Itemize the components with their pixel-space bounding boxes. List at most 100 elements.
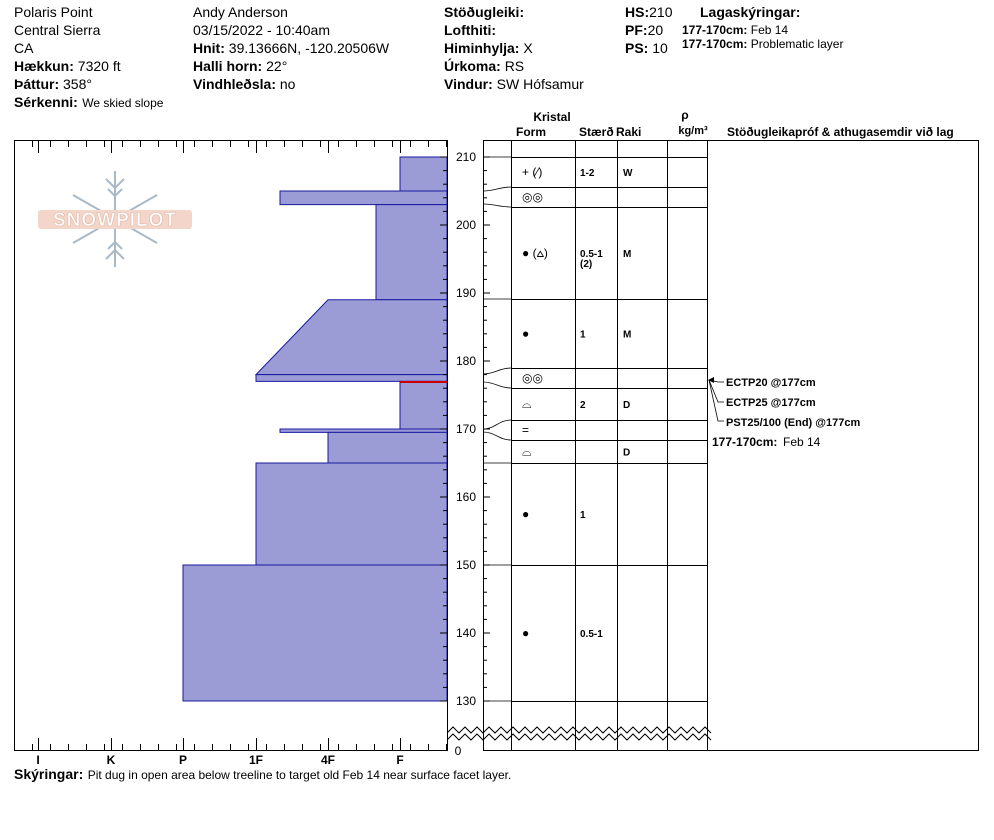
wind: Vindur: SW Hófsamur (444, 76, 584, 92)
grain-form-symbol: ● (522, 626, 529, 640)
precip-label: Úrkoma: (444, 58, 501, 74)
hardness-panel: I K P 1F 4F F (14, 140, 448, 767)
hardness-tick-label: 4F (321, 753, 335, 767)
layer-connectors (482, 156, 512, 702)
wind-loading-value: no (279, 76, 296, 92)
hardness-tick-label: K (107, 753, 116, 767)
moisture-code: M (623, 249, 631, 260)
height-tick-label: 170 (456, 422, 476, 436)
row-lines (511, 157, 707, 702)
hs-label: HS: (625, 4, 650, 20)
hardness-layer (182, 564, 448, 702)
height-tick-label: 180 (456, 354, 476, 368)
header-tests: Stöðugleikapróf & athugasemdir við lag (727, 125, 954, 139)
air-temp-label: Lofthiti: (444, 22, 497, 38)
grain-form-symbol: + (⁄) (522, 165, 542, 179)
wind-label: Vindur: (444, 76, 493, 92)
stability-tests: ECTP20 @177cm ECTP25 @177cm PST25/100 (E… (708, 377, 860, 429)
moisture-code: D (623, 400, 630, 411)
layers-legend-title: Lagaskýringar: (700, 4, 801, 20)
grain-form-symbol: ◎◎ (522, 371, 543, 385)
aspect-value: 358° (63, 76, 92, 92)
pf-label: PF: (625, 22, 648, 38)
layer-connector (482, 203, 512, 208)
hardness-ticks: I K P 1F 4F F (14, 141, 447, 767)
feature-value: We skied slope (82, 96, 164, 110)
hs-value: 210 (649, 4, 673, 20)
grain-size-max: (2) (580, 259, 592, 270)
layer-connector (482, 381, 512, 389)
hardness-layer (279, 428, 448, 433)
grain-form-symbol: ● (⩟) (522, 246, 548, 260)
footer-label: Skýringar: (14, 766, 84, 782)
grain-size: 0.5-1 (580, 249, 603, 260)
feature-label: Sérkenni: (14, 94, 78, 110)
elevation-label: Hækkun: (14, 58, 74, 74)
grain-size: 1 (580, 510, 586, 521)
logo-band (38, 210, 192, 229)
hardness-tick-label: I (36, 753, 39, 767)
height-tick-label: 130 (456, 694, 476, 708)
header-crystal: Kristal (533, 110, 570, 124)
footer-comments: Skýringar: Pit dug in open area below tr… (14, 766, 511, 784)
slope-label: Halli horn: (193, 58, 263, 74)
slope-value: 22° (266, 58, 288, 74)
hardness-layer (399, 156, 448, 192)
column-headers: Kristal Form Stærð Raki ρ kg/m³ Stöðugle… (516, 108, 954, 139)
grain-size: 0.5-1 (580, 629, 603, 640)
hardness-layer (255, 462, 448, 566)
elevation: Hækkun: 7320 ft (14, 58, 121, 74)
height-tick-label: 200 (456, 218, 476, 232)
header-density-unit: kg/m³ (678, 125, 708, 137)
height-tick-label: 140 (456, 626, 476, 640)
datetime: 03/15/2022 - 10:40am (193, 22, 330, 38)
hardness-layer (279, 190, 448, 206)
height-ticks: 210 200 190 180 170 160 150 140 130 (440, 150, 490, 708)
height-axis: 210 200 190 180 170 160 150 140 130 0 (440, 140, 490, 758)
pf: PF:20 (625, 22, 663, 38)
hardness-layer (255, 374, 448, 382)
test-result: ECTP25 @177cm (726, 397, 816, 409)
moisture-code: M (623, 330, 631, 341)
footer-text: Pit dug in open area below treeline to t… (87, 768, 512, 782)
layer-connector (482, 186, 512, 192)
precipitation: Úrkoma: RS (444, 58, 524, 74)
moisture-code: D (623, 448, 630, 459)
precip-value: RS (504, 58, 525, 74)
coords-value: 39.13666N, -120.20506W (228, 40, 390, 56)
zigzag-line (446, 726, 712, 734)
site-name: Polaris Point (14, 4, 93, 20)
grain-form-symbol: ● (522, 327, 529, 341)
grain-form-symbol: ◎◎ (522, 190, 543, 204)
range-name: Central Sierra (14, 22, 101, 38)
layers-legend-text: Problematic layer (750, 37, 844, 51)
layers-legend-range: 177-170cm: (682, 37, 748, 51)
grain-size: 1-2 (580, 168, 595, 179)
header-moisture: Raki (616, 125, 641, 139)
feature: Sérkenni: We skied slope (14, 94, 163, 112)
wind-loading: Vindhleðsla: no (193, 76, 295, 92)
sky-value: X (523, 40, 533, 56)
layer-table: + (⁄) 1-2 W◎◎● (⩟) 0.5-1(2)M● 1 M◎◎⌓ 2 D=⌓ D● 1● 0… (446, 140, 979, 751)
layers-legend-item: 177-170cm: Feb 14 (682, 23, 788, 37)
layers-legend-item: 177-170cm: Problematic layer (682, 37, 843, 51)
hardness-tick-label: P (179, 753, 187, 767)
slope-angle: Halli horn: 22° (193, 58, 287, 74)
hardness-layer (375, 204, 448, 301)
stability-label: Stöðugleiki: (444, 4, 525, 20)
sky-label: Himinhylja: (444, 40, 520, 56)
grain-form-symbol: ● (522, 507, 529, 521)
aspect: Þáttur: 358° (14, 76, 92, 92)
layer-connector (482, 367, 512, 375)
hardness-tick-label: 1F (249, 753, 263, 767)
layer-note-text: Feb 14 (783, 435, 821, 449)
header-form: Form (516, 125, 546, 139)
pf-value: 20 (647, 22, 664, 38)
grain-form-symbol: ⌓ (522, 397, 532, 411)
layer-note: 177-170cm: Feb 14 (712, 435, 821, 449)
hs: HS:210 (625, 4, 672, 20)
elevation-value: 7320 ft (77, 58, 121, 74)
ps: PS: 10 (625, 40, 668, 56)
layer-connector (482, 431, 512, 441)
